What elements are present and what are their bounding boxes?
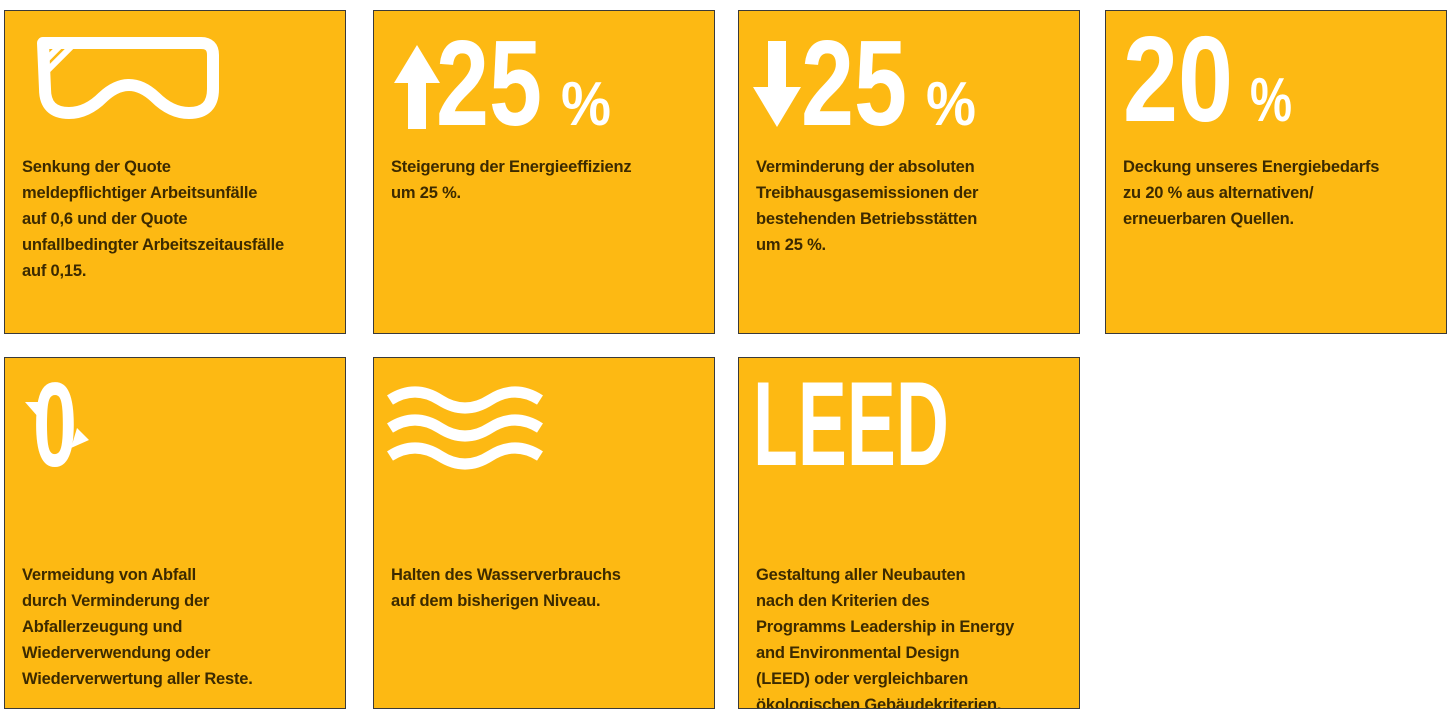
text-line: Abfallerzeugung und (22, 618, 183, 636)
text-line: Vermeidung von Abfall (22, 566, 196, 584)
headline-unit: % (926, 70, 976, 139)
tile: Senkung der Quote meldepflichtiger Arbeit… (4, 10, 346, 334)
text-line: Deckung unseres Energiebedarfs (1123, 158, 1380, 176)
headline-value: 25 (436, 15, 542, 146)
text-line: durch Verminderung der (22, 592, 210, 610)
text-line: um 25 %. (756, 236, 826, 254)
headline: 25 % (753, 15, 976, 146)
tile-text: Verminderung der absoluten Treibhausgasem… (756, 154, 978, 258)
headline: LEED (753, 358, 949, 491)
tile: 0 Vermeidung von Abfall durch Verminderun… (4, 357, 346, 709)
text-line: Wiederverwendung oder (22, 644, 211, 662)
text-line: Programms Leadership in Energy (756, 618, 1015, 636)
goggles-icon (37, 37, 219, 119)
tile-text: Steigerung der Energieeffizienz um 25 %. (391, 154, 632, 206)
headline: 0 (25, 358, 89, 492)
text-line: nach den Kriterien des (756, 592, 930, 610)
tile: 20 % Deckung unseres Energiebedarfs zu 20… (1105, 10, 1447, 334)
tile: Halten des Wasserverbrauchs auf dem bishe… (373, 357, 715, 709)
tile-text: Vermeidung von Abfall durch Verminderung … (22, 562, 253, 692)
headline-unit: % (561, 70, 611, 139)
tile-text: Senkung der Quote meldepflichtiger Arbeit… (22, 154, 284, 284)
text-line: Wiederverwertung aller Reste. (22, 670, 253, 688)
text-line: Verminderung der absoluten (756, 158, 975, 176)
headline-unit: % (1250, 66, 1292, 135)
text-line: um 25 %. (391, 184, 461, 202)
text-line: bestehenden Betriebsstätten (756, 210, 978, 228)
recycle-arrow (71, 428, 89, 448)
headline: 20 % (1123, 11, 1292, 146)
text-line: Steigerung der Energieeffizienz (391, 158, 632, 176)
text-line: Gestaltung aller Neubauten (756, 566, 966, 584)
text-line: auf dem bisherigen Niveau. (391, 592, 601, 610)
arrow-up-icon (394, 45, 440, 129)
tile-text: Deckung unseres Energiebedarfs zu 20 % au… (1123, 154, 1379, 232)
arrow-down-icon (753, 41, 801, 127)
tile-text: Halten des Wasserverbrauchs auf dem bishe… (391, 562, 621, 614)
text-line: Halten des Wasserverbrauchs (391, 566, 621, 584)
headline-value: 0 (33, 358, 77, 492)
text-line: ökologischen Gebäudekriterien. (756, 696, 1002, 709)
text-line: Senkung der Quote (22, 158, 171, 176)
text-line: (LEED) oder vergleichbaren (756, 670, 969, 688)
text-line: and Environmental Design (756, 644, 960, 662)
text-line: unfallbedingter Arbeitszeitausfälle (22, 236, 284, 254)
headline-value: 25 (801, 15, 907, 146)
recycle-arrow (25, 402, 45, 418)
headline-value: 20 (1123, 11, 1233, 146)
tile: 25 % Verminderung der absoluten Treibhaus… (738, 10, 1080, 334)
text-line: erneuerbaren Quellen. (1123, 210, 1294, 228)
text-line: auf 0,15. (22, 262, 87, 280)
text-line: meldepflichtiger Arbeitsunfälle (22, 184, 258, 202)
text-line: zu 20 % aus alternativen/ (1123, 184, 1314, 202)
headline: 25 % (394, 15, 611, 146)
tile: LEED Gestaltung aller Neubauten nach den … (738, 357, 1080, 709)
text-line: auf 0,6 und der Quote (22, 210, 188, 228)
headline-value: LEED (753, 358, 949, 491)
tile: 25 % Steigerung der Energieeffizienz um 2… (373, 10, 715, 334)
water-icon (387, 386, 543, 470)
tile-text: Gestaltung aller Neubauten nach den Krite… (756, 562, 1015, 709)
text-line: Treibhausgasemissionen der (756, 184, 979, 202)
